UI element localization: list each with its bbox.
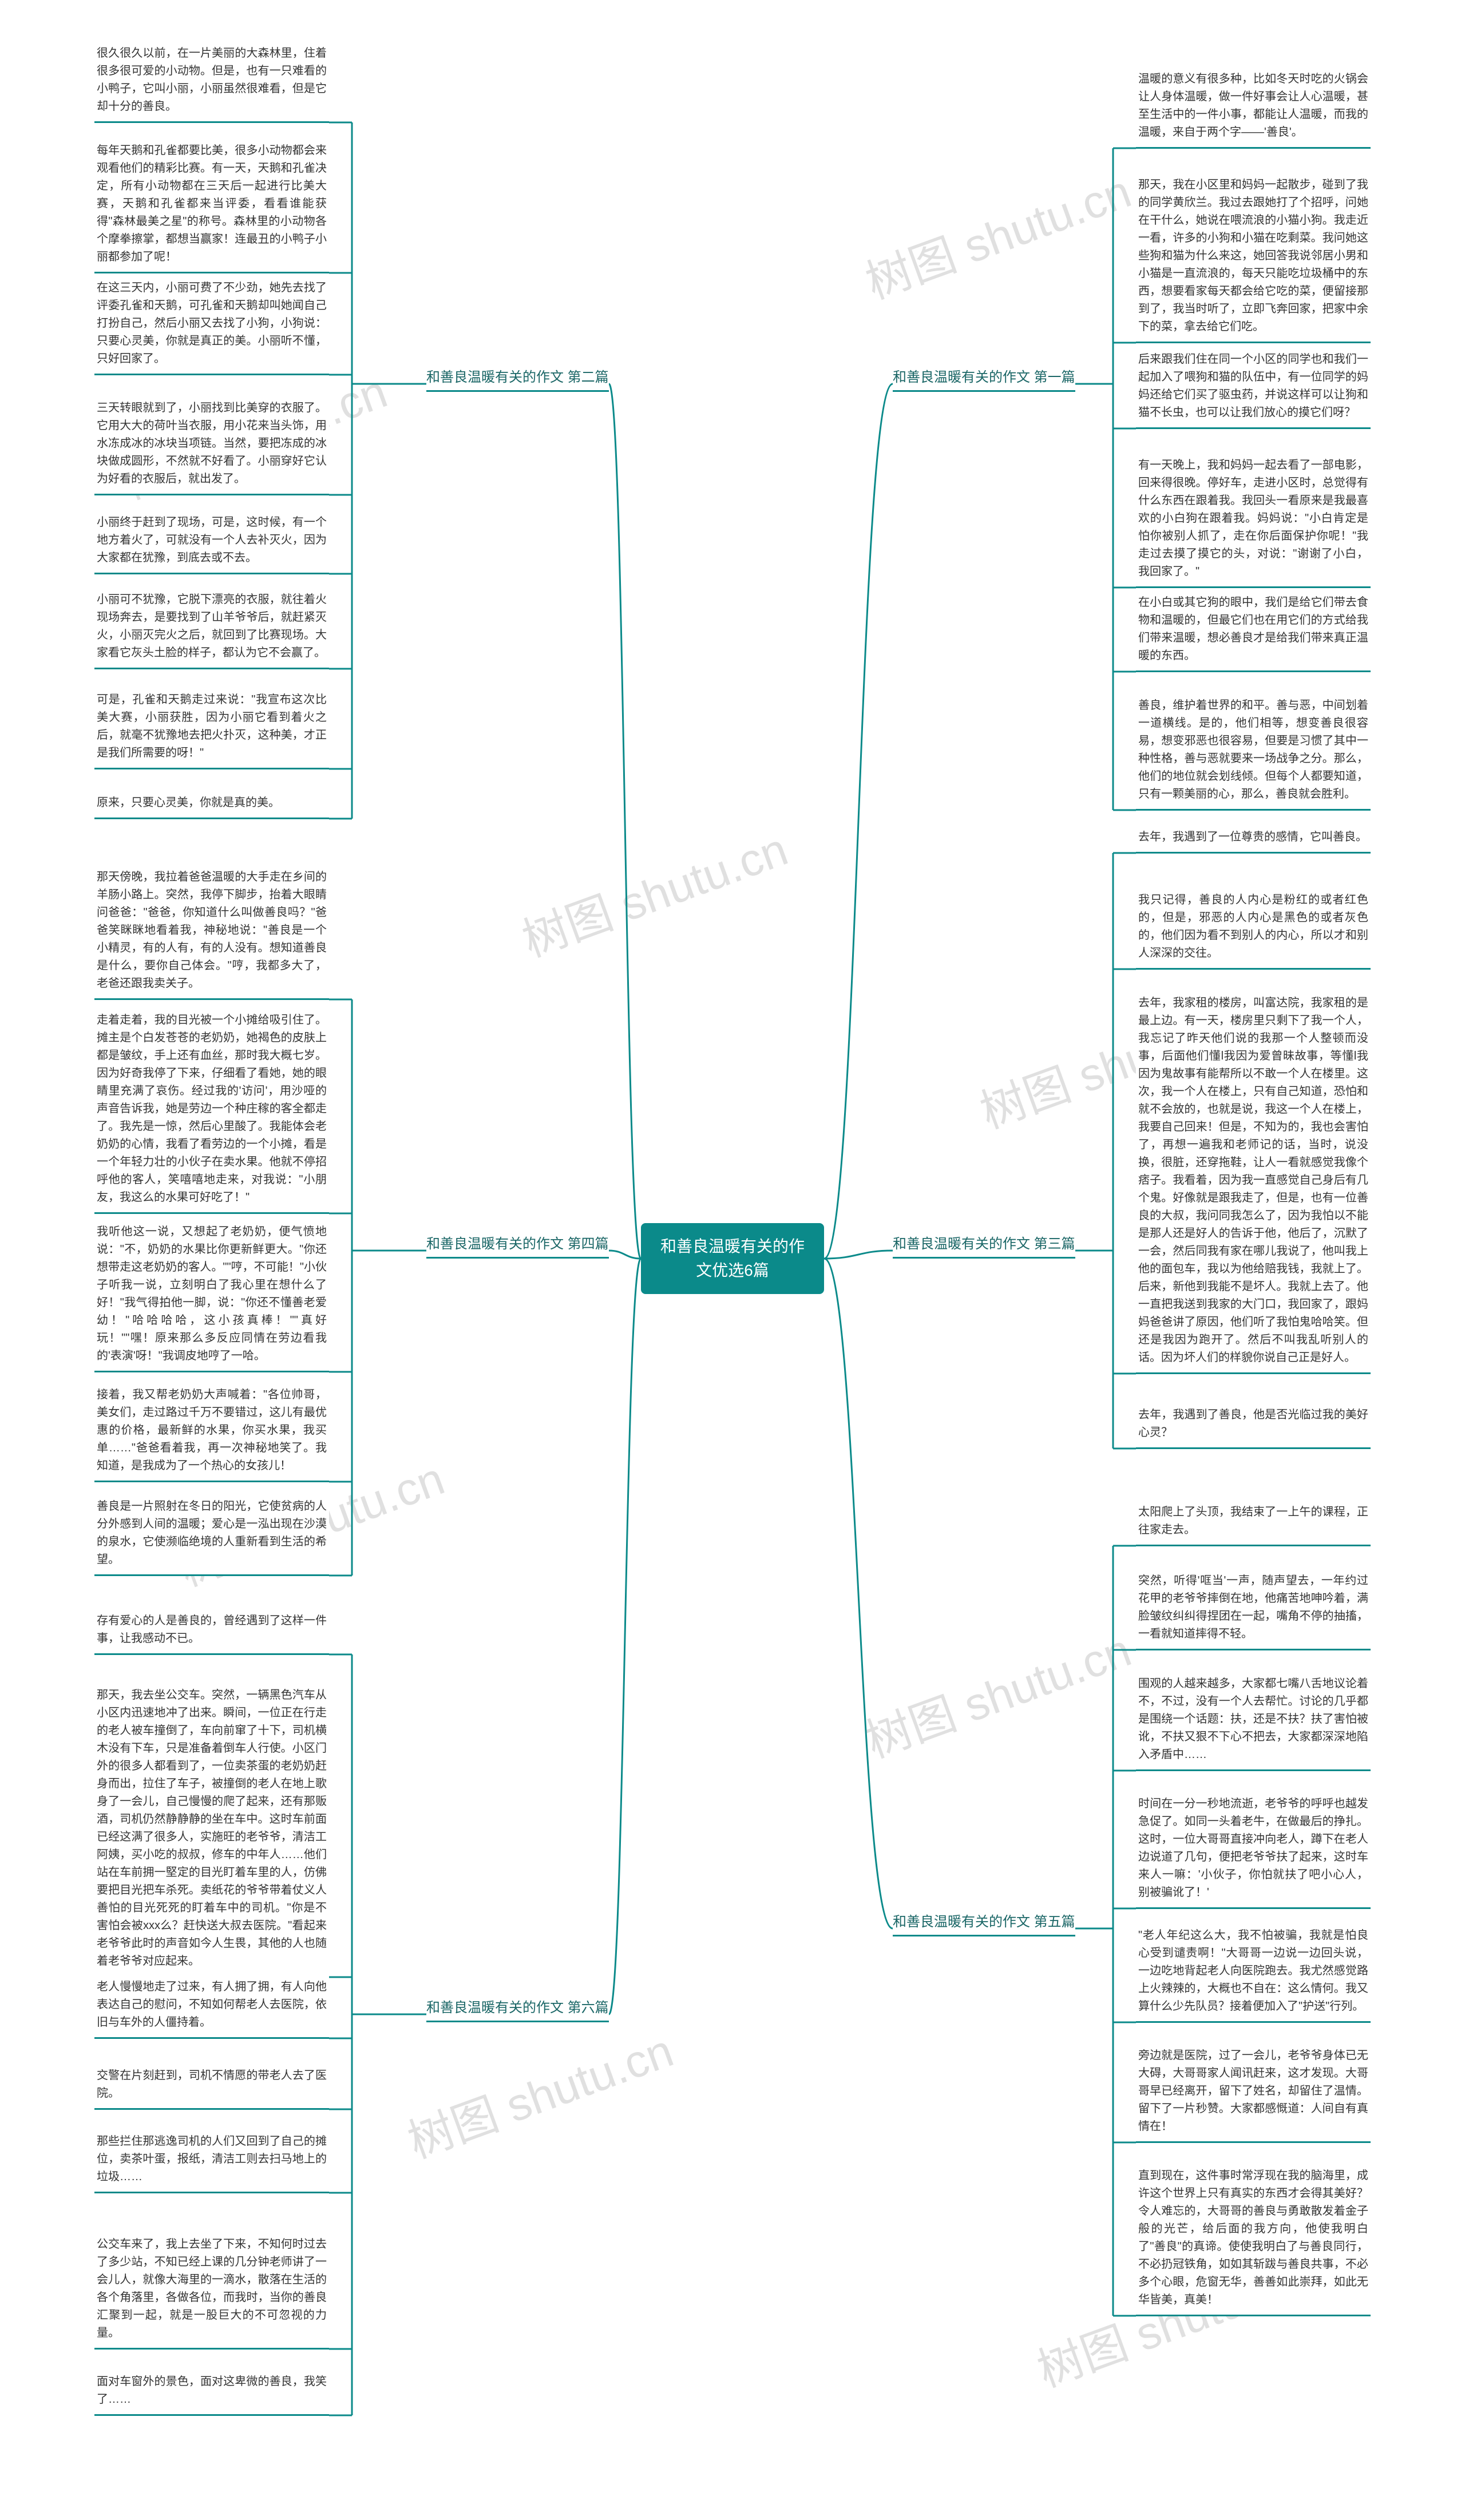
leaf-node: 存有爱心的人是善良的，曾经遇到了这样一件事，让我感动不已。	[94, 1608, 329, 1655]
leaf-node: 我听他这一说，又想起了老奶奶，便气愤地说："不，奶奶的水果比你更新鲜更大。"你还…	[94, 1219, 329, 1372]
branch-label[interactable]: 和善良温暖有关的作文 第一篇	[893, 367, 1075, 392]
leaf-node: 温暖的意义有很多种，比如冬天时吃的火锅会让人身体温暖，做一件好事会让人心温暖，甚…	[1136, 66, 1371, 149]
leaf-node: 小丽终于赶到了现场，可是，这时候，有一个地方着火了，可就没有一个人去补灭火，因为…	[94, 509, 329, 574]
branch-label[interactable]: 和善良温暖有关的作文 第六篇	[426, 1998, 609, 2022]
leaf-node: 老人慢慢地走了过来，有人拥了拥，有人向他表达自己的慰问，不知如何帮老人去医院，依…	[94, 1974, 329, 2039]
leaf-node: 善良是一片照射在冬日的阳光，它使贫病的人分外感到人间的温暖；爱心是一泓出现在沙漠…	[94, 1493, 329, 1576]
leaf-node: 每年天鹅和孔雀都要比美，很多小动物都会来观看他们的精彩比赛。有一天，天鹅和孔雀决…	[94, 137, 329, 273]
leaf-node: 去年，我家租的楼房，叫富达院，我家租的是最上边。有一天，楼房里只剩下了我一个人，…	[1136, 990, 1371, 1374]
leaf-node: 那天，我去坐公交车。突然，一辆黑色汽车从小区内迅速地冲了出来。瞬间，一位正在行走…	[94, 1682, 329, 1978]
leaf-node: 可是，孔雀和天鹅走过来说："我宣布这次比美大赛，小丽获胜，因为小丽它看到着火之后…	[94, 686, 329, 769]
leaf-node: 在这三天内，小丽可费了不少劲，她先去找了评委孔雀和天鹅，可孔雀和天鹅却叫她闻自己…	[94, 275, 329, 375]
branch-label[interactable]: 和善良温暖有关的作文 第五篇	[893, 1912, 1075, 1936]
leaf-node: 时间在一分一秒地流逝，老爷爷的呼呼也越发急促了。如同一头着老牛，在做最后的挣扎。…	[1136, 1791, 1371, 1909]
leaf-node: 围观的人越来越多，大家都七嘴八舌地议论着不，不过，没有一个人去帮忙。讨论的几乎都…	[1136, 1670, 1371, 1771]
leaf-node: 那天傍晚，我拉着爸爸温暖的大手走在乡间的羊肠小路上。突然，我停下脚步，抬着大眼睛…	[94, 864, 329, 1000]
leaf-node: 公交车来了，我上去坐了下来，不知何时过去了多少站，不知已经上课的几分钟老师讲了一…	[94, 2231, 329, 2350]
leaf-node: 我只记得，善良的人内心是粉红的或者红色的，但是，邪恶的人内心是黑色的或者灰色的，…	[1136, 887, 1371, 970]
leaf-node: 有一天晚上，我和妈妈一起去看了一部电影，回来得很晚。停好车，走进小区时，总觉得有…	[1136, 452, 1371, 588]
branch-label[interactable]: 和善良温暖有关的作文 第二篇	[426, 367, 609, 392]
leaf-node: 突然，听得'哐当'一声，随声望去，一年约过花甲的老爷爷摔倒在地，他痛苦地呻吟着，…	[1136, 1567, 1371, 1650]
branch-label[interactable]: 和善良温暖有关的作文 第四篇	[426, 1234, 609, 1259]
leaf-node: 接着，我又帮老奶奶大声喊着："各位帅哥，美女们，走过路过千万不要错过，这儿有最优…	[94, 1382, 329, 1482]
leaf-node: 去年，我遇到了一位尊贵的感情，它叫善良。	[1136, 824, 1371, 854]
leaf-node: 三天转眼就到了，小丽找到比美穿的衣服了。它用大大的荷叶当衣服，用小花来当头饰，用…	[94, 395, 329, 495]
leaf-node: 那些拦住那逃逸司机的人们又回到了自己的摊位，卖茶叶蛋，报纸，清洁工则去扫马地上的…	[94, 2128, 329, 2193]
center-topic[interactable]: 和善良温暖有关的作文优选6篇	[641, 1223, 824, 1294]
leaf-node: 在小白或其它狗的眼中，我们是给它们带去食物和温暖的，但最它们也在用它们的方式给我…	[1136, 589, 1371, 672]
leaf-node: 去年，我遇到了善良，他是否光临过我的美好心灵？	[1136, 1402, 1371, 1449]
leaf-node: 面对车窗外的景色，面对这卑微的善良，我笑了……	[94, 2368, 329, 2416]
leaf-node: 善良，维护着世界的和平。善与恶，中间划着一道横线。是的，他们相等，想变善良很容易…	[1136, 692, 1371, 811]
leaf-node: 那天，我在小区里和妈妈一起散步，碰到了我的同学黄欣兰。我过去跟她打了个招呼，问她…	[1136, 172, 1371, 343]
leaf-node: 旁边就是医院，过了一会儿，老爷爷身体已无大碍，大哥哥家人闻讯赶来，这才发现。大哥…	[1136, 2042, 1371, 2143]
leaf-node: 小丽可不犹豫，它脱下漂亮的衣服，就往着火现场奔去，是要找到了山羊爷爷后，就赶紧灭…	[94, 586, 329, 669]
leaf-node: 后来跟我们住在同一个小区的同学也和我们一起加入了喂狗和猫的队伍中，有一位同学的妈…	[1136, 346, 1371, 429]
leaf-node: 交警在片刻赶到，司机不情愿的带老人去了医院。	[94, 2062, 329, 2110]
leaf-node: 很久很久以前，在一片美丽的大森林里，住着很多很可爱的小动物。但是，也有一只难看的…	[94, 40, 329, 123]
leaf-node: 原来，只要心灵美，你就是真的美。	[94, 789, 329, 819]
leaf-node: 太阳爬上了头顶，我结束了一上午的课程，正往家走去。	[1136, 1499, 1371, 1546]
leaf-node: 走着走着，我的目光被一个小摊给吸引住了。摊主是个白发苍苍的老奶奶，她褐色的皮肤上…	[94, 1007, 329, 1214]
branch-label[interactable]: 和善良温暖有关的作文 第三篇	[893, 1234, 1075, 1259]
leaf-node: "老人年纪这么大，我不怕被骗，我就是怕良心受到谴责啊！"大哥哥一边说一边回头说，…	[1136, 1922, 1371, 2023]
leaf-node: 直到现在，这件事时常浮现在我的脑海里，成许这个世界上只有真实的东西才会得其美好？…	[1136, 2162, 1371, 2316]
